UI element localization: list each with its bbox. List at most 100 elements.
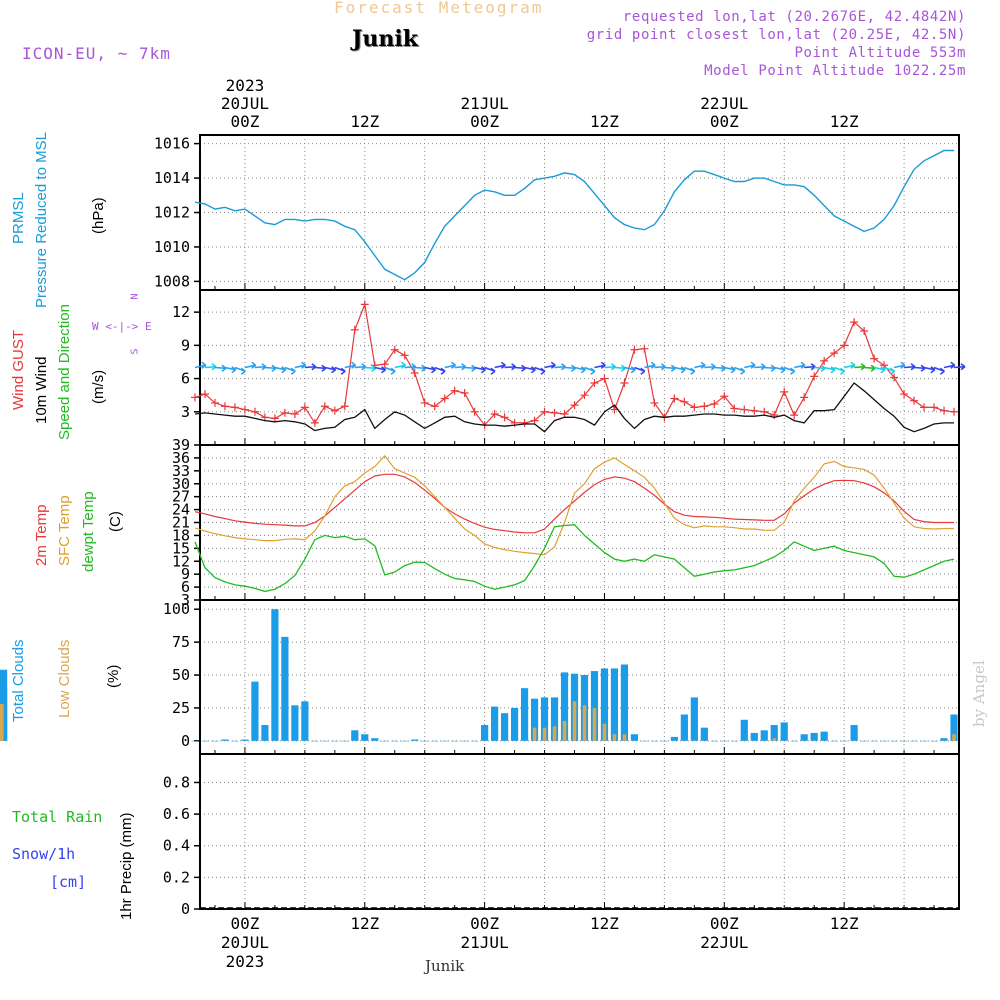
- cloud-bar-total: [550, 697, 559, 741]
- wind-arrow: [664, 366, 676, 370]
- cloud-bar-total: [630, 734, 639, 741]
- cloud-bar-total: [780, 722, 788, 741]
- wind-arrow: [504, 365, 516, 369]
- time-label-bottom: 12Z: [590, 914, 619, 933]
- wind-arrow-head: [590, 367, 596, 375]
- cloud-bar-low: [602, 723, 607, 741]
- cloud-bar-total: [451, 740, 459, 742]
- wind-arrow: [754, 365, 766, 369]
- gust-marker: [350, 325, 359, 334]
- cloud-bar-low: [532, 727, 537, 741]
- cloud-bar-total: [790, 740, 798, 742]
- y-tick-label: 12: [172, 303, 190, 321]
- cloud-bar-total: [431, 740, 439, 742]
- cloud-bar-total: [501, 713, 509, 741]
- cloud-bar-low: [622, 734, 627, 741]
- gust-marker: [830, 349, 839, 358]
- wind-arrow-head: [680, 366, 686, 374]
- wind-arrow-head: [430, 366, 436, 374]
- cloud-bar-total: [241, 739, 249, 741]
- cloud-bar-total: [940, 738, 948, 741]
- gust-marker: [670, 394, 679, 403]
- y-tick-label: 100: [163, 600, 190, 618]
- wind-arrow-head: [830, 366, 836, 374]
- wind-arrow: [614, 366, 626, 370]
- wind-arrow-head: [480, 366, 486, 374]
- cloud-bar-total: [530, 698, 539, 741]
- cloud-bar-total: [620, 664, 629, 741]
- wind-arrow-head: [939, 367, 945, 375]
- cloud-bar-total: [461, 740, 469, 742]
- wind-arrow-head: [850, 361, 856, 369]
- y-tick-label: 39: [172, 436, 190, 454]
- gust-marker: [440, 394, 449, 403]
- cloud-bar-total: [650, 740, 658, 742]
- wind-arrow: [254, 365, 266, 369]
- wind-arrow-head: [231, 366, 237, 374]
- cloud-bar-total: [331, 740, 339, 742]
- y-tick-label: 0: [181, 900, 190, 918]
- cloud-bar-total: [800, 734, 808, 741]
- cloud-bar-total: [261, 725, 269, 741]
- y-tick-label: 6: [181, 578, 190, 596]
- time-label-top: 2023: [226, 76, 265, 95]
- wind-arrow-head: [550, 361, 556, 369]
- gust-marker: [890, 373, 899, 382]
- location-title: Junik: [352, 26, 418, 52]
- y-tick-label: 9: [181, 565, 190, 583]
- time-label-top: 12Z: [590, 112, 619, 131]
- wind-arrow: [804, 365, 816, 369]
- cloud-bar-total: [720, 740, 728, 742]
- y-tick-label: 12: [172, 552, 190, 570]
- panel-frame: [199, 599, 960, 755]
- gust-marker: [700, 402, 709, 411]
- y-tick-label: 18: [172, 526, 190, 544]
- cloud-bar-total: [610, 668, 619, 741]
- panel-frame: [199, 753, 960, 910]
- gust-marker: [900, 390, 909, 399]
- cloud-bar-total: [710, 740, 718, 742]
- gust-marker: [360, 300, 369, 309]
- footer-location: Junik: [425, 957, 465, 975]
- gust-marker: [380, 360, 389, 369]
- gust-marker: [580, 391, 589, 400]
- cloud-bar-total: [840, 740, 848, 742]
- gust-marker: [690, 403, 699, 412]
- wind-arrow-head: [540, 367, 546, 375]
- cloud-bar-total: [401, 740, 409, 742]
- gust-marker: [640, 344, 649, 353]
- y-tick-label: 27: [172, 488, 190, 506]
- wind-arrow-head: [290, 367, 296, 375]
- gust-marker: [920, 403, 929, 412]
- cloud-bar-low: [952, 734, 956, 741]
- cloud-bar-total: [560, 672, 569, 741]
- cloud-bar-total: [0, 688, 8, 741]
- y-tick-label: 50: [172, 666, 190, 684]
- total-rain-label: Total Rain: [12, 808, 103, 826]
- gust-marker: [810, 372, 819, 381]
- wind-arrow: [454, 365, 466, 369]
- wind-arrow-head: [390, 367, 396, 375]
- cloud-bar-total: [860, 740, 868, 742]
- wind-arrow-head: [950, 361, 956, 369]
- gust-marker: [470, 407, 479, 416]
- wind-arrow-head: [700, 361, 706, 369]
- cloud-bar-total: [770, 725, 778, 741]
- gust-marker: [620, 379, 629, 387]
- wind-arrow: [514, 366, 526, 370]
- cloud-bar-total: [930, 740, 938, 742]
- wind-arrow-head: [740, 367, 746, 375]
- y-tick-label: 1012: [154, 204, 190, 222]
- wind-arrow-head: [580, 366, 586, 374]
- gust-marker: [230, 403, 239, 412]
- y-tick-label: 15: [172, 539, 190, 557]
- gust-marker: [750, 406, 759, 415]
- wind-arrow: [554, 365, 566, 369]
- y-tick-label: 6: [181, 370, 190, 388]
- time-label-bottom: 00Z: [470, 914, 499, 933]
- gust-marker: [800, 393, 809, 402]
- cloud-bar-low: [572, 701, 577, 741]
- wind-arrow: [914, 366, 926, 370]
- gust-marker: [290, 410, 299, 418]
- gust-marker: [340, 402, 349, 411]
